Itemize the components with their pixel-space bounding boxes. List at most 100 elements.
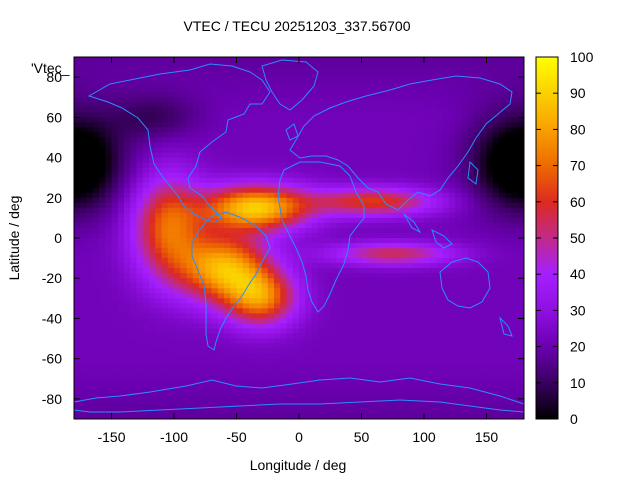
heatmap-cell [117, 192, 125, 199]
heatmap-cell [217, 253, 225, 259]
heatmap-cell [374, 232, 381, 239]
heatmap-cell [342, 57, 350, 63]
heatmap-cell [136, 343, 144, 350]
heatmap-cell [336, 57, 344, 63]
heatmap-cell [286, 222, 294, 229]
heatmap-cell [386, 278, 394, 284]
heatmap-cell [211, 57, 219, 63]
heatmap-cell [192, 258, 200, 264]
heatmap-cell [192, 343, 200, 350]
heatmap-cell [324, 212, 331, 219]
heatmap-cell [230, 122, 238, 128]
heatmap-cell [124, 293, 131, 299]
heatmap-cell [167, 403, 175, 410]
heatmap-cell [511, 97, 519, 103]
heatmap-cell [299, 293, 306, 299]
heatmap-cell [361, 258, 369, 264]
heatmap-cell [92, 137, 100, 144]
heatmap-cell [80, 378, 88, 385]
heatmap-cell [467, 328, 475, 335]
heatmap-cell [467, 162, 475, 169]
heatmap-cell [155, 263, 163, 269]
heatmap-cell [174, 167, 181, 174]
heatmap-cell [249, 368, 256, 375]
heatmap-cell [92, 97, 100, 103]
heatmap-cell [361, 127, 369, 134]
heatmap-cell [474, 87, 481, 93]
heatmap-cell [399, 157, 406, 164]
heatmap-cell [167, 303, 175, 309]
heatmap-cell [355, 67, 363, 73]
heatmap-cell [224, 72, 231, 78]
heatmap-cell [461, 157, 469, 164]
heatmap-cell [124, 273, 131, 279]
heatmap-cell [517, 222, 524, 229]
heatmap-cell [267, 92, 275, 98]
heatmap-cell [242, 232, 250, 239]
heatmap-cell [424, 388, 431, 395]
heatmap-cell [399, 313, 406, 320]
heatmap-cell [267, 117, 275, 123]
heatmap-cell [361, 388, 369, 395]
heatmap-cell [292, 263, 300, 269]
heatmap-cell [342, 102, 350, 108]
heatmap-cell [499, 328, 506, 335]
heatmap-cell [442, 157, 450, 164]
heatmap-cell [442, 368, 450, 375]
heatmap-cell [186, 283, 194, 289]
heatmap-cell [492, 222, 500, 229]
heatmap-cell [467, 363, 475, 370]
heatmap-cell [286, 202, 294, 209]
heatmap-cell [455, 62, 463, 68]
heatmap-cell [442, 102, 450, 108]
heatmap-cell [499, 227, 506, 234]
heatmap-cell [349, 122, 356, 128]
heatmap-cell [117, 172, 125, 179]
heatmap-cell [286, 293, 294, 299]
heatmap-cell [161, 67, 169, 73]
heatmap-cell [349, 263, 356, 269]
heatmap-cell [492, 227, 500, 234]
heatmap-cell [455, 278, 463, 284]
heatmap-cell [355, 268, 363, 274]
heatmap-cell [317, 67, 325, 73]
heatmap-cell [399, 268, 406, 274]
heatmap-cell [236, 338, 244, 345]
heatmap-cell [317, 288, 325, 294]
heatmap-cell [386, 62, 394, 68]
heatmap-cell [224, 298, 231, 304]
heatmap-cell [280, 383, 288, 390]
heatmap-cell [511, 323, 519, 330]
heatmap-cell [330, 323, 338, 330]
heatmap-cell [430, 212, 438, 219]
heatmap-cell [430, 177, 438, 184]
heatmap-cell [80, 117, 88, 123]
heatmap-cell [455, 137, 463, 144]
heatmap-cell [424, 162, 431, 169]
heatmap-cell [261, 132, 269, 139]
heatmap-cell [136, 107, 144, 113]
heatmap-cell [117, 187, 125, 194]
heatmap-cell [124, 187, 131, 194]
heatmap-cell [142, 383, 150, 390]
heatmap-cell [367, 117, 375, 123]
heatmap-cell [317, 112, 325, 118]
heatmap-cell [117, 207, 125, 214]
heatmap-cell [149, 378, 156, 385]
heatmap-cell [249, 57, 256, 63]
heatmap-cell [480, 232, 488, 239]
heatmap-cell [199, 318, 206, 325]
heatmap-cell [80, 273, 88, 279]
heatmap-cell [249, 77, 256, 83]
heatmap-cell [161, 122, 169, 128]
heatmap-cell [492, 383, 500, 390]
heatmap-cell [399, 348, 406, 355]
heatmap-cell [480, 192, 488, 199]
heatmap-cell [99, 67, 106, 73]
heatmap-cell [99, 132, 106, 139]
heatmap-cell [255, 97, 263, 103]
heatmap-cell [105, 77, 113, 83]
heatmap-cell [149, 288, 156, 294]
heatmap-cell [311, 353, 319, 360]
heatmap-cell [374, 358, 381, 365]
